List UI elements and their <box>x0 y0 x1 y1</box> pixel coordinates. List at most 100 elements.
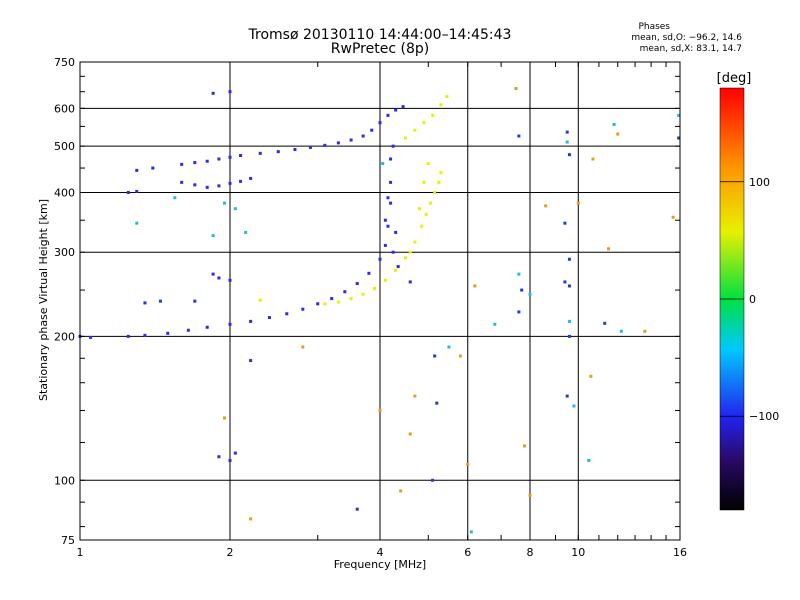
data-point <box>239 179 243 183</box>
data-point <box>572 404 576 408</box>
data-point <box>591 157 595 161</box>
data-point <box>217 276 221 280</box>
y-tick-label: 100 <box>54 474 75 487</box>
data-point <box>544 204 548 208</box>
data-points <box>78 87 681 534</box>
data-point <box>205 159 209 163</box>
colorbar-tick-label: 100 <box>749 176 770 189</box>
data-point <box>285 312 289 316</box>
x-tick-label: 2 <box>227 546 234 559</box>
colorbar-unit-label: [deg] <box>717 71 752 86</box>
data-point <box>576 201 580 205</box>
data-point <box>349 297 353 301</box>
data-point <box>517 310 521 314</box>
y-tick-label: 200 <box>54 330 75 343</box>
y-tick-label: 400 <box>54 186 75 199</box>
data-point <box>223 416 227 420</box>
data-point <box>361 134 365 138</box>
data-point <box>394 230 398 234</box>
data-point <box>244 230 248 234</box>
data-point <box>603 321 607 325</box>
data-point <box>612 123 616 127</box>
data-point <box>422 121 426 125</box>
data-point <box>349 138 353 142</box>
data-point <box>276 150 280 154</box>
data-point <box>330 297 334 301</box>
data-point <box>493 322 497 326</box>
data-point <box>607 247 611 251</box>
data-point <box>391 144 395 148</box>
data-point <box>428 201 432 205</box>
data-point <box>193 161 197 165</box>
data-point <box>211 234 215 238</box>
colorbar-ticks: 100 0 −100 <box>720 176 779 423</box>
data-point <box>217 455 221 459</box>
data-point <box>233 451 237 455</box>
data-point <box>378 408 382 412</box>
data-point <box>447 345 451 349</box>
data-point <box>389 157 393 161</box>
x-axis-label: Frequency [MHz] <box>334 558 426 571</box>
data-point <box>370 128 374 132</box>
data-point <box>355 507 359 511</box>
data-point <box>517 134 521 138</box>
data-point <box>217 184 221 188</box>
data-point <box>403 256 407 260</box>
data-point <box>217 157 221 161</box>
data-point <box>528 493 532 497</box>
data-point <box>403 136 407 140</box>
data-point <box>563 221 567 225</box>
data-point <box>426 161 430 165</box>
data-point <box>323 143 327 147</box>
data-point <box>413 128 417 132</box>
data-point <box>180 162 184 166</box>
x-tick-label: 6 <box>464 546 471 559</box>
data-point <box>473 284 477 288</box>
data-point <box>565 130 569 134</box>
data-point <box>424 212 428 216</box>
data-point <box>223 201 227 205</box>
data-point <box>435 401 439 405</box>
data-point <box>677 136 681 140</box>
data-point <box>389 201 393 205</box>
data-point <box>323 302 327 306</box>
stats-x-phase: mean, sd,X: 83.1, 14.7 <box>639 44 742 54</box>
data-point <box>431 478 435 482</box>
data-point <box>249 359 253 363</box>
y-axis-label: Stationary phase Virtual Height [km] <box>37 199 50 401</box>
data-point <box>565 140 569 144</box>
colorbar-tick-label: 0 <box>749 293 756 306</box>
data-point <box>439 171 443 175</box>
y-tick-label: 750 <box>54 56 75 69</box>
data-point <box>671 215 675 219</box>
data-point <box>565 394 569 398</box>
data-point <box>336 141 340 145</box>
data-point <box>458 354 462 358</box>
data-point <box>520 288 524 292</box>
data-point <box>587 458 591 462</box>
data-point <box>469 530 473 534</box>
y-tick-label: 500 <box>54 140 75 153</box>
x-tick-label: 10 <box>571 546 585 559</box>
x-tick-label: 16 <box>673 546 687 559</box>
data-point <box>433 354 437 358</box>
data-point <box>135 189 139 193</box>
data-point <box>563 280 567 284</box>
data-point <box>228 322 232 326</box>
data-point <box>228 278 232 282</box>
data-point <box>389 180 393 184</box>
data-point <box>158 299 162 303</box>
axis-ticks <box>79 61 681 540</box>
data-point <box>567 334 571 338</box>
data-point <box>386 196 390 200</box>
colorbar-tick-label: −100 <box>749 410 779 423</box>
data-point <box>528 292 532 296</box>
data-point <box>126 190 130 194</box>
stats-o-phase: mean, sd,O: −96.2, 14.6 <box>631 33 742 43</box>
data-point <box>301 307 305 311</box>
data-point <box>401 105 405 109</box>
data-point <box>355 282 359 286</box>
data-point <box>228 181 232 185</box>
